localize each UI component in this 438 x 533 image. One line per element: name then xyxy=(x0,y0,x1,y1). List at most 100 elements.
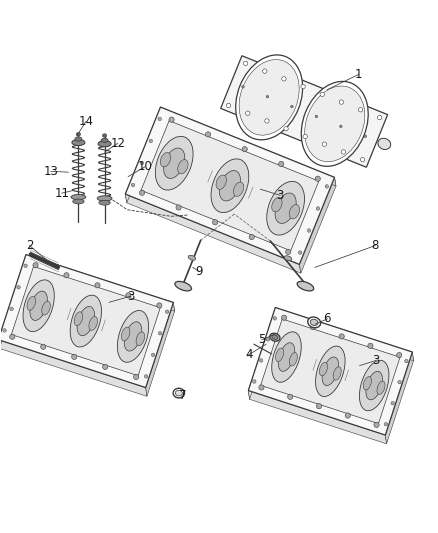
Text: 3: 3 xyxy=(276,189,284,202)
Polygon shape xyxy=(125,107,162,203)
Circle shape xyxy=(226,103,231,108)
Circle shape xyxy=(149,139,152,143)
Ellipse shape xyxy=(71,195,86,200)
Circle shape xyxy=(396,352,402,358)
Circle shape xyxy=(316,403,321,409)
Circle shape xyxy=(139,190,145,196)
Ellipse shape xyxy=(70,295,102,347)
Circle shape xyxy=(405,359,408,363)
Circle shape xyxy=(145,375,148,378)
Ellipse shape xyxy=(77,306,95,336)
Text: 1: 1 xyxy=(355,68,363,81)
Ellipse shape xyxy=(23,280,54,332)
Polygon shape xyxy=(221,56,388,167)
Polygon shape xyxy=(141,120,319,251)
Circle shape xyxy=(315,115,318,118)
Circle shape xyxy=(169,117,174,122)
Circle shape xyxy=(176,205,181,210)
Circle shape xyxy=(320,92,325,96)
Circle shape xyxy=(262,69,267,74)
Circle shape xyxy=(339,125,342,127)
Circle shape xyxy=(131,183,135,187)
Ellipse shape xyxy=(76,133,81,136)
Ellipse shape xyxy=(73,199,84,204)
Ellipse shape xyxy=(270,333,280,341)
Ellipse shape xyxy=(72,140,85,146)
Circle shape xyxy=(288,394,293,399)
Ellipse shape xyxy=(272,332,301,382)
Circle shape xyxy=(242,85,244,88)
Circle shape xyxy=(102,364,108,369)
Circle shape xyxy=(301,84,305,89)
Ellipse shape xyxy=(124,322,142,351)
Ellipse shape xyxy=(74,312,83,326)
Polygon shape xyxy=(261,319,400,424)
Ellipse shape xyxy=(75,137,82,141)
Ellipse shape xyxy=(366,372,382,400)
Circle shape xyxy=(282,77,286,81)
Circle shape xyxy=(290,105,293,108)
Circle shape xyxy=(266,337,270,341)
Ellipse shape xyxy=(188,255,196,260)
Ellipse shape xyxy=(219,171,240,201)
Text: 14: 14 xyxy=(78,115,93,128)
Ellipse shape xyxy=(117,311,148,362)
Circle shape xyxy=(266,95,269,98)
Text: 6: 6 xyxy=(324,312,331,325)
Ellipse shape xyxy=(377,381,385,394)
Ellipse shape xyxy=(319,362,328,376)
Circle shape xyxy=(259,385,264,390)
Circle shape xyxy=(3,329,6,332)
Circle shape xyxy=(64,273,69,278)
Circle shape xyxy=(17,286,20,289)
Circle shape xyxy=(368,343,373,349)
Ellipse shape xyxy=(42,301,50,315)
Ellipse shape xyxy=(236,55,303,140)
Ellipse shape xyxy=(316,346,345,397)
Ellipse shape xyxy=(301,82,368,166)
Ellipse shape xyxy=(99,200,110,205)
Ellipse shape xyxy=(102,134,107,138)
Polygon shape xyxy=(125,107,335,264)
Polygon shape xyxy=(385,352,413,444)
Circle shape xyxy=(364,135,367,138)
Ellipse shape xyxy=(178,159,188,174)
Circle shape xyxy=(71,354,77,359)
Circle shape xyxy=(384,423,388,426)
Ellipse shape xyxy=(311,319,318,326)
Text: 7: 7 xyxy=(180,389,187,402)
Ellipse shape xyxy=(97,196,112,201)
Polygon shape xyxy=(160,107,336,186)
Circle shape xyxy=(10,334,15,340)
Circle shape xyxy=(249,235,254,240)
Ellipse shape xyxy=(233,182,244,197)
Text: 13: 13 xyxy=(43,165,58,178)
Circle shape xyxy=(358,108,363,112)
Circle shape xyxy=(307,229,311,232)
Circle shape xyxy=(152,353,155,357)
Circle shape xyxy=(259,359,263,362)
Circle shape xyxy=(33,263,38,268)
Circle shape xyxy=(159,332,162,335)
Circle shape xyxy=(310,325,315,330)
Circle shape xyxy=(398,381,401,384)
Ellipse shape xyxy=(155,136,193,190)
Polygon shape xyxy=(299,177,336,273)
Ellipse shape xyxy=(89,317,98,330)
Circle shape xyxy=(158,117,162,120)
Text: 11: 11 xyxy=(54,187,69,200)
Circle shape xyxy=(95,282,100,288)
Ellipse shape xyxy=(101,138,108,142)
Text: 3: 3 xyxy=(372,354,380,367)
Circle shape xyxy=(374,422,379,427)
Circle shape xyxy=(205,132,211,137)
Ellipse shape xyxy=(98,141,111,147)
Polygon shape xyxy=(125,194,301,273)
Circle shape xyxy=(253,379,256,383)
Ellipse shape xyxy=(121,327,130,341)
Ellipse shape xyxy=(27,296,35,310)
Polygon shape xyxy=(276,308,413,361)
Polygon shape xyxy=(11,266,160,376)
Circle shape xyxy=(322,142,327,147)
Circle shape xyxy=(126,293,131,298)
